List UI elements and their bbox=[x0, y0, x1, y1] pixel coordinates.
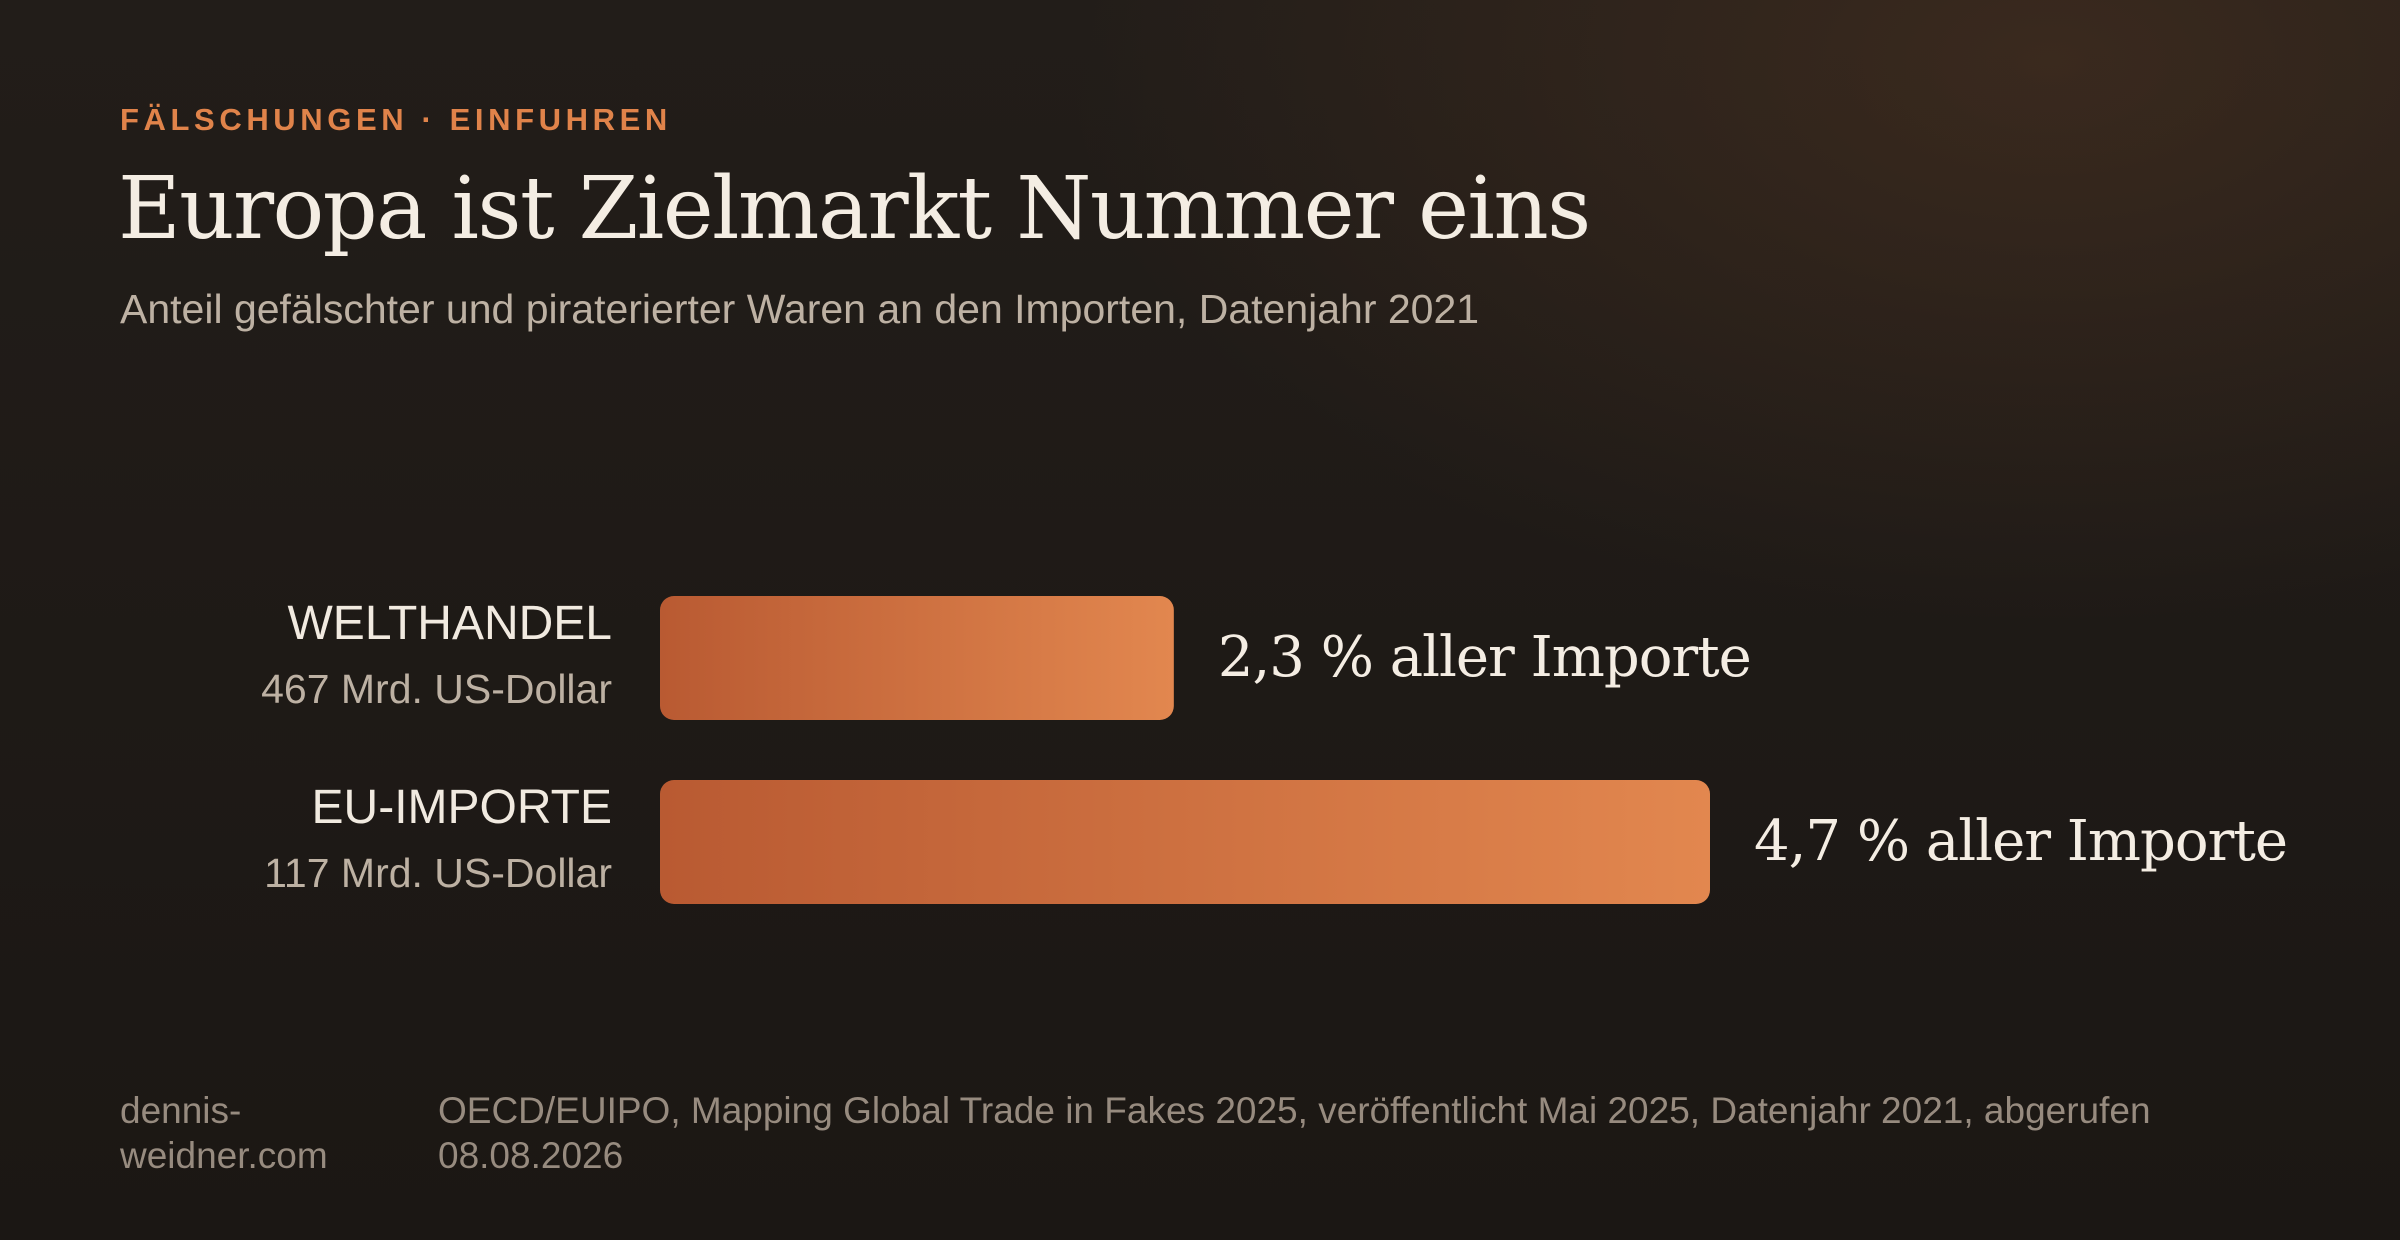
bar-value-label: 2,3 % aller Importe bbox=[1218, 625, 1751, 690]
bar bbox=[660, 780, 1710, 904]
bar-category-label: WELTHANDEL bbox=[288, 597, 613, 650]
chart-subtitle: Anteil gefälschter und piraterierter War… bbox=[120, 286, 1480, 332]
footer-site: dennis-weidner.com bbox=[120, 1090, 328, 1176]
footer-source: OECD/EUIPO, Mapping Global Trade in Fake… bbox=[438, 1090, 2151, 1176]
chart-title: Europa ist Zielmarkt Nummer eins bbox=[118, 159, 1591, 259]
bar-sublabel: 117 Mrd. US-Dollar bbox=[264, 850, 612, 896]
chart-eyebrow: FÄLSCHUNGEN · EINFUHREN bbox=[120, 102, 672, 137]
bar-category-label: EU-IMPORTE bbox=[312, 781, 612, 834]
bar-sublabel: 467 Mrd. US-Dollar bbox=[261, 666, 612, 712]
bar bbox=[660, 596, 1174, 720]
bar-value-label: 4,7 % aller Importe bbox=[1754, 809, 2287, 874]
